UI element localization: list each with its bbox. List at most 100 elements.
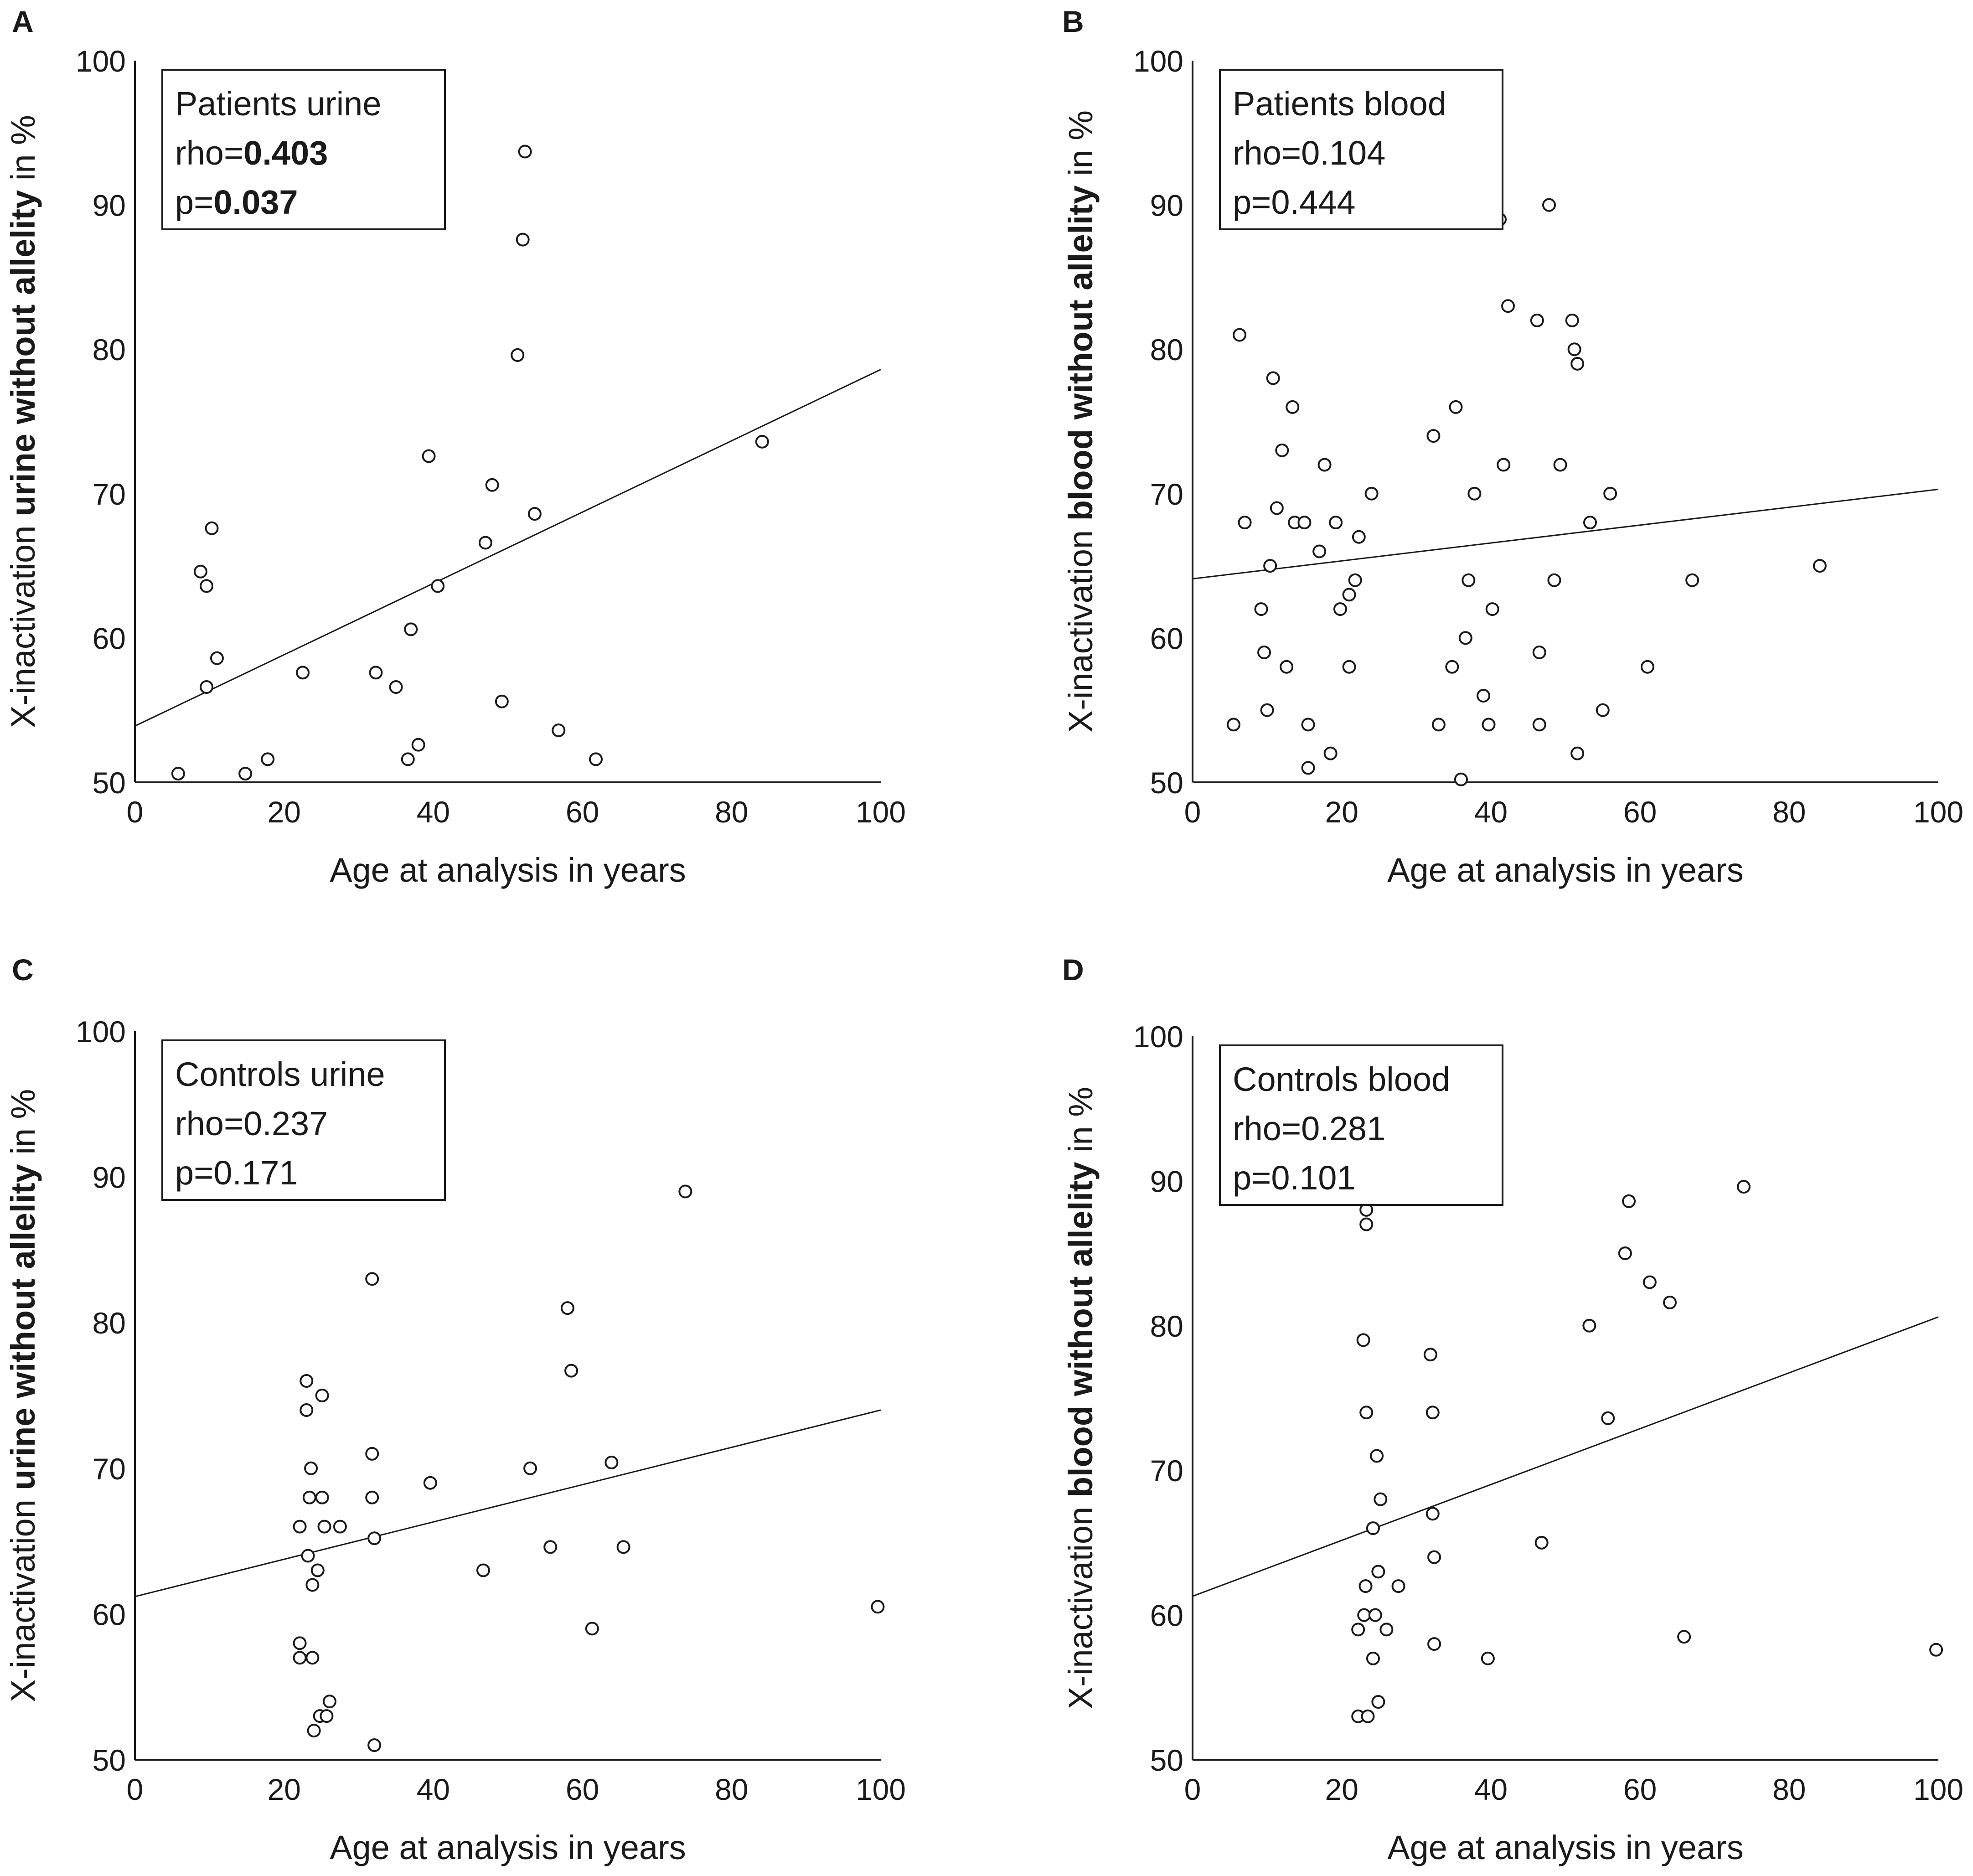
- data-point: [1312, 544, 1327, 558]
- data-point: [1462, 573, 1476, 587]
- p-value: 0.101: [1271, 1159, 1355, 1197]
- p-statistic: p=0.037: [175, 183, 298, 221]
- y-tick-label: 90: [1150, 189, 1183, 222]
- data-point: [1254, 602, 1268, 616]
- data-point: [1445, 660, 1459, 674]
- p-label: p=: [1233, 1159, 1271, 1197]
- data-point: [1286, 400, 1300, 414]
- statistics-title: Patients blood: [1233, 85, 1446, 123]
- y-tick-label: 100: [1133, 1020, 1183, 1054]
- data-point: [1329, 516, 1343, 530]
- data-point: [1565, 313, 1579, 327]
- x-axis-title: Age at analysis in years: [330, 1829, 686, 1866]
- panel-letter: A: [12, 5, 34, 38]
- data-point: [1356, 1333, 1370, 1347]
- data-point: [1270, 501, 1284, 515]
- y-axis-title-prefix: X-inactivation: [1062, 1497, 1100, 1709]
- data-point: [1570, 746, 1585, 760]
- x-tick-label: 100: [1913, 1773, 1963, 1806]
- y-axis-title-bold: urine without allelity: [4, 1164, 42, 1490]
- y-axis-title-bold: urine without allelity: [4, 190, 42, 516]
- y-axis-title-suffix: in %: [4, 1089, 42, 1164]
- data-point: [1618, 1246, 1632, 1261]
- data-point: [1260, 703, 1274, 717]
- data-point: [1374, 1492, 1388, 1506]
- rho-value: 0.403: [243, 134, 328, 172]
- data-point: [293, 1651, 307, 1665]
- data-point: [307, 1724, 321, 1738]
- data-point: [552, 724, 566, 738]
- data-point: [261, 752, 275, 766]
- data-point: [1275, 443, 1289, 457]
- y-tick-label: 70: [1150, 1454, 1183, 1488]
- y-tick-label: 70: [93, 1452, 126, 1486]
- rho-value: 0.281: [1301, 1110, 1385, 1147]
- data-point: [322, 1695, 336, 1709]
- data-point: [302, 1490, 316, 1504]
- data-point: [1358, 1579, 1373, 1593]
- y-tick-label: 80: [93, 1306, 126, 1340]
- data-point: [1317, 458, 1332, 472]
- panel-a-patients-urine: A 50 60 70 80 90 100 0 20 40 60 80 100 Age at analysi…: [4, 5, 906, 889]
- y-tick-label: 80: [1150, 1309, 1183, 1343]
- data-point: [1596, 703, 1610, 717]
- data-point: [495, 694, 509, 708]
- data-point: [1477, 689, 1491, 703]
- x-tick-label: 60: [566, 795, 599, 829]
- data-point: [369, 666, 383, 680]
- statistics-title: Controls urine: [175, 1055, 385, 1093]
- rho-label: rho=: [1233, 134, 1301, 172]
- rho-label: rho=: [175, 134, 243, 172]
- y-tick-label: 90: [1150, 1164, 1183, 1198]
- data-point: [1530, 313, 1544, 327]
- data-point: [1427, 1637, 1441, 1651]
- data-point: [1233, 328, 1247, 342]
- data-point: [317, 1519, 331, 1534]
- data-point: [585, 1622, 599, 1636]
- x-tick-label: 60: [1623, 1773, 1657, 1806]
- data-point: [404, 622, 418, 636]
- data-point: [1257, 646, 1271, 660]
- data-point: [200, 579, 214, 593]
- data-point: [1361, 1709, 1375, 1723]
- data-point: [1352, 530, 1366, 544]
- data-point: [1370, 1449, 1384, 1463]
- data-point: [1359, 1406, 1374, 1420]
- data-point: [1323, 746, 1338, 760]
- data-point: [367, 1531, 382, 1545]
- data-point: [205, 521, 219, 535]
- data-point: [200, 680, 214, 694]
- data-point: [293, 1519, 307, 1534]
- y-tick-label: 80: [1150, 333, 1183, 367]
- y-tick-label: 80: [93, 333, 126, 367]
- data-point: [1238, 516, 1252, 530]
- data-point: [1342, 588, 1356, 602]
- x-tick-label: 100: [1913, 795, 1963, 829]
- x-tick-label: 60: [566, 1773, 599, 1806]
- data-point: [1427, 1550, 1441, 1564]
- y-axis-title-suffix: in %: [1062, 1087, 1100, 1162]
- data-point: [1813, 559, 1827, 573]
- rho-statistic: rho=0.237: [175, 1105, 328, 1142]
- panel-letter: D: [1062, 953, 1084, 987]
- data-point: [1301, 718, 1315, 732]
- y-tick-label: 60: [93, 621, 126, 655]
- p-value: 0.171: [213, 1154, 298, 1192]
- x-tick-label: 0: [1184, 795, 1201, 829]
- data-point: [305, 1578, 320, 1592]
- y-tick-label: 70: [1150, 477, 1183, 511]
- data-point: [315, 1389, 329, 1402]
- panel-d-controls-blood: D 50 60 70 80 90 100 0 20 40 60 80 100 Age at analysi…: [1062, 953, 1963, 1866]
- y-axis-title: X-inactivation urine without allelity in…: [4, 1089, 42, 1702]
- data-point: [1467, 486, 1482, 501]
- data-point: [678, 1184, 692, 1199]
- data-point: [1357, 1608, 1371, 1622]
- data-point: [1685, 573, 1699, 587]
- x-tick-label: 20: [1325, 1773, 1358, 1806]
- statistics-box: [1219, 69, 1503, 230]
- data-point: [315, 1490, 329, 1504]
- y-axis-title-bold: blood without allelity: [1062, 1162, 1100, 1497]
- y-tick-label: 50: [93, 766, 126, 800]
- statistics-box: [1219, 1044, 1503, 1206]
